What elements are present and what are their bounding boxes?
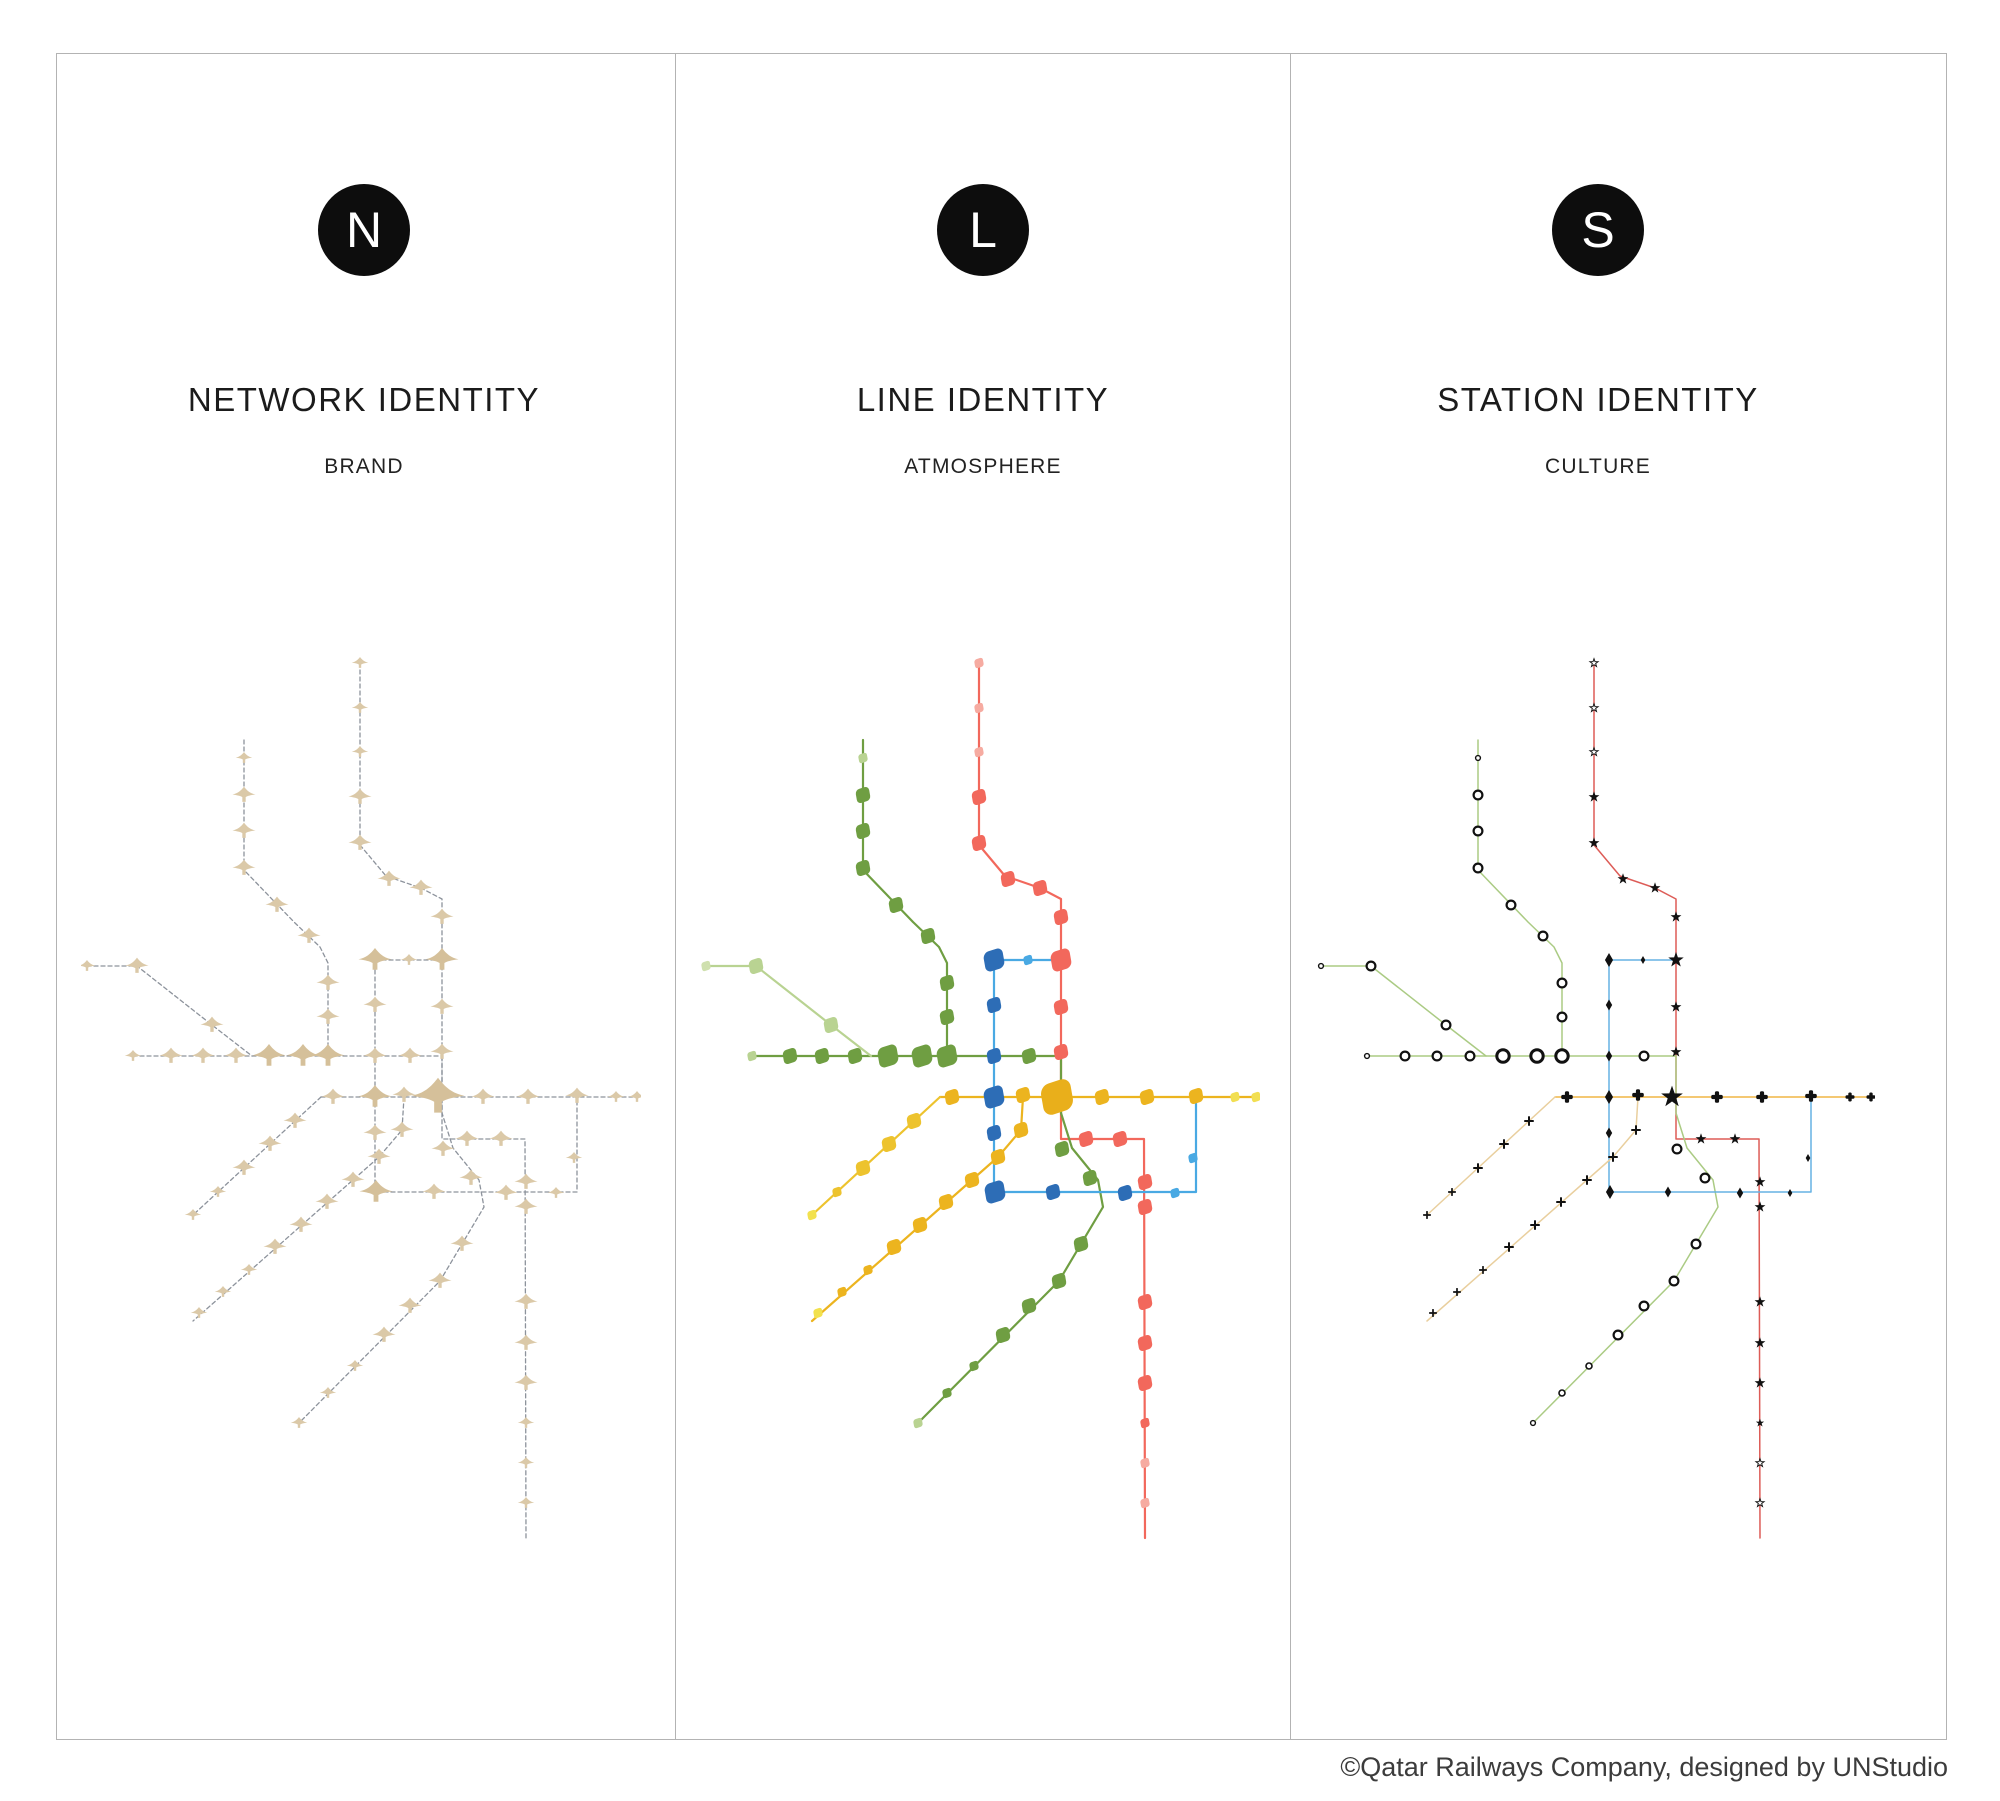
poster-frame [56,53,1947,1740]
copyright-credit: ©Qatar Railways Company, designed by UNS… [1340,1752,1948,1782]
panel-divider-2 [1290,53,1291,1740]
panel-line-identity: L LINE IDENTITY ATMOSPHERE [675,53,1290,1740]
line-badge-icon: L [937,184,1029,276]
line-identity-title: LINE IDENTITY [856,381,1110,418]
panel-divider-1 [675,53,676,1740]
station-identity-map [1317,657,1875,1539]
station-identity-title: STATION IDENTITY [1437,381,1759,418]
network-identity-title: NETWORK IDENTITY [187,381,541,418]
network-badge-icon: N [318,184,410,276]
line-identity-subtitle: ATMOSPHERE [904,455,1062,478]
station-badge-icon: S [1552,184,1644,276]
panel-station-identity: S STATION IDENTITY CULTURE [1290,53,1948,1740]
line-badge-letter: L [969,202,997,258]
station-identity-subtitle: CULTURE [1544,455,1652,478]
line-identity-map [701,657,1260,1540]
station-badge-letter: S [1581,202,1615,258]
network-badge-letter: N [345,202,383,258]
network-identity-subtitle: BRAND [324,455,404,478]
panel-network-identity: N NETWORK IDENTITY BRAND [56,53,675,1740]
network-identity-map [81,657,641,1539]
